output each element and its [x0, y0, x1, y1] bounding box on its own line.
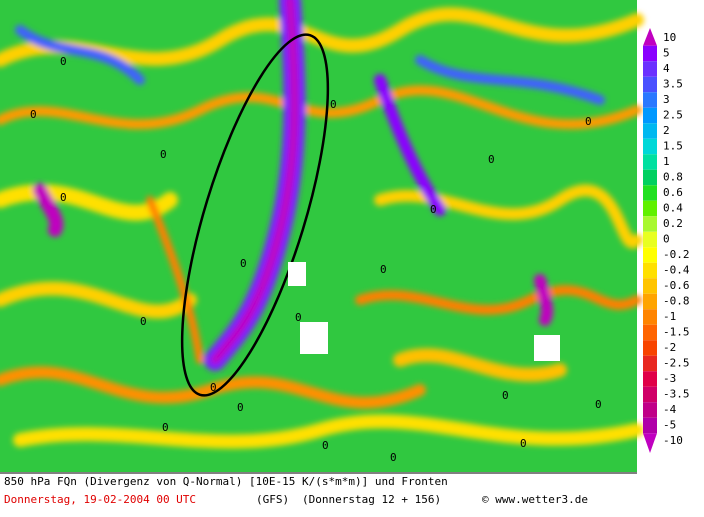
legend-label: -2 — [663, 341, 676, 354]
legend-swatch — [643, 293, 657, 310]
legend-swatch — [643, 76, 657, 93]
contour-label: 0 — [520, 437, 527, 450]
legend-swatch — [643, 355, 657, 372]
legend-swatch — [643, 45, 657, 62]
contour-label: 0 — [595, 398, 602, 411]
legend-label: -3.5 — [663, 388, 690, 401]
legend-label: -10 — [663, 434, 683, 447]
legend-label: 0.8 — [663, 171, 683, 184]
legend-swatch — [643, 309, 657, 325]
legend-swatch — [643, 278, 657, 294]
legend-swatch — [643, 402, 657, 418]
contour-label: 0 — [60, 55, 67, 68]
legend-label: 3 — [663, 93, 670, 106]
legend-swatch — [643, 28, 657, 46]
legend-swatch — [643, 138, 657, 155]
legend-swatch — [643, 247, 657, 263]
legend-label: 1 — [663, 155, 670, 168]
legend-label: -1 — [663, 310, 676, 323]
contour-label: 0 — [30, 108, 37, 121]
legend-label: 0.2 — [663, 217, 683, 230]
legend-label: -3 — [663, 372, 676, 385]
legend-label: 2.5 — [663, 109, 683, 122]
legend-label: -0.2 — [663, 248, 690, 261]
contour-label: 0 — [488, 153, 495, 166]
contour-label: 0 — [390, 451, 397, 464]
legend-label: 0.4 — [663, 202, 683, 215]
legend-label: -2.5 — [663, 357, 690, 370]
legend-swatch — [643, 200, 657, 217]
legend-label: -1.5 — [663, 326, 690, 339]
color-legend: 10 5 4 3.5 3 2.5 2 1.5 1 0.8 0.6 0.4 0.2 0 -0.2 -0.4 -0.… — [643, 28, 690, 453]
contour-label: 0 — [237, 401, 244, 414]
legend-swatch — [643, 154, 657, 170]
legend-swatch — [643, 61, 657, 77]
contour-label: 0 — [162, 421, 169, 434]
legend-swatch — [643, 386, 657, 403]
legend-swatch — [643, 371, 657, 387]
contour-label: 0 — [240, 257, 247, 270]
legend-swatch — [643, 433, 657, 453]
legend-swatch — [643, 324, 657, 341]
contour-label: 0 — [295, 311, 302, 324]
contour-label: 0 — [585, 115, 592, 128]
legend-swatch — [643, 340, 657, 356]
legend-label: 3.5 — [663, 78, 683, 91]
contour-label: 0 — [430, 203, 437, 216]
contour-label: 0 — [380, 263, 387, 276]
legend-label: 10 — [663, 31, 676, 44]
legend-swatch — [643, 185, 657, 201]
legend-label: -5 — [663, 419, 676, 432]
legend-label: 0.6 — [663, 186, 683, 199]
legend-swatch — [643, 417, 657, 434]
contour-label: 0 — [502, 389, 509, 402]
legend-swatch — [643, 262, 657, 279]
contour-label: 0 — [140, 315, 147, 328]
legend-label: 5 — [663, 47, 670, 60]
footer-title: 850 hPa FQn (Divergenz von Q-Normal) [10… — [4, 475, 448, 488]
legend-label: -0.4 — [663, 264, 690, 277]
legend-swatch — [643, 92, 657, 108]
contour-label: 0 — [330, 98, 337, 111]
legend-label: -4 — [663, 403, 677, 416]
legend-label: 2 — [663, 124, 670, 137]
contour-label: 0 — [210, 381, 217, 394]
footer-date: Donnerstag, 19-02-2004 00 UTC — [4, 493, 196, 506]
contour-label: 0 — [322, 439, 329, 452]
legend-label: 0 — [663, 233, 670, 246]
footer-run: (Donnerstag 12 + 156) — [302, 493, 441, 506]
legend-swatch — [643, 231, 657, 248]
legend-swatch — [643, 107, 657, 124]
legend-label: 4 — [663, 62, 670, 75]
contour-label: 0 — [160, 148, 167, 161]
legend-swatch — [643, 169, 657, 186]
legend-label: -0.6 — [663, 279, 690, 292]
footer-copyright: © www.wetter3.de — [482, 493, 588, 506]
legend-label: -0.8 — [663, 295, 690, 308]
footer-model: (GFS) — [256, 493, 289, 506]
contour-label: 0 — [60, 191, 67, 204]
legend-swatch — [643, 123, 657, 139]
legend-label: 1.5 — [663, 140, 683, 153]
map-field: 0 0 0 0 0 0 0 0 0 0 0 0 0 0 0 0 0 0 0 0 — [0, 0, 644, 472]
legend-swatch — [643, 216, 657, 232]
